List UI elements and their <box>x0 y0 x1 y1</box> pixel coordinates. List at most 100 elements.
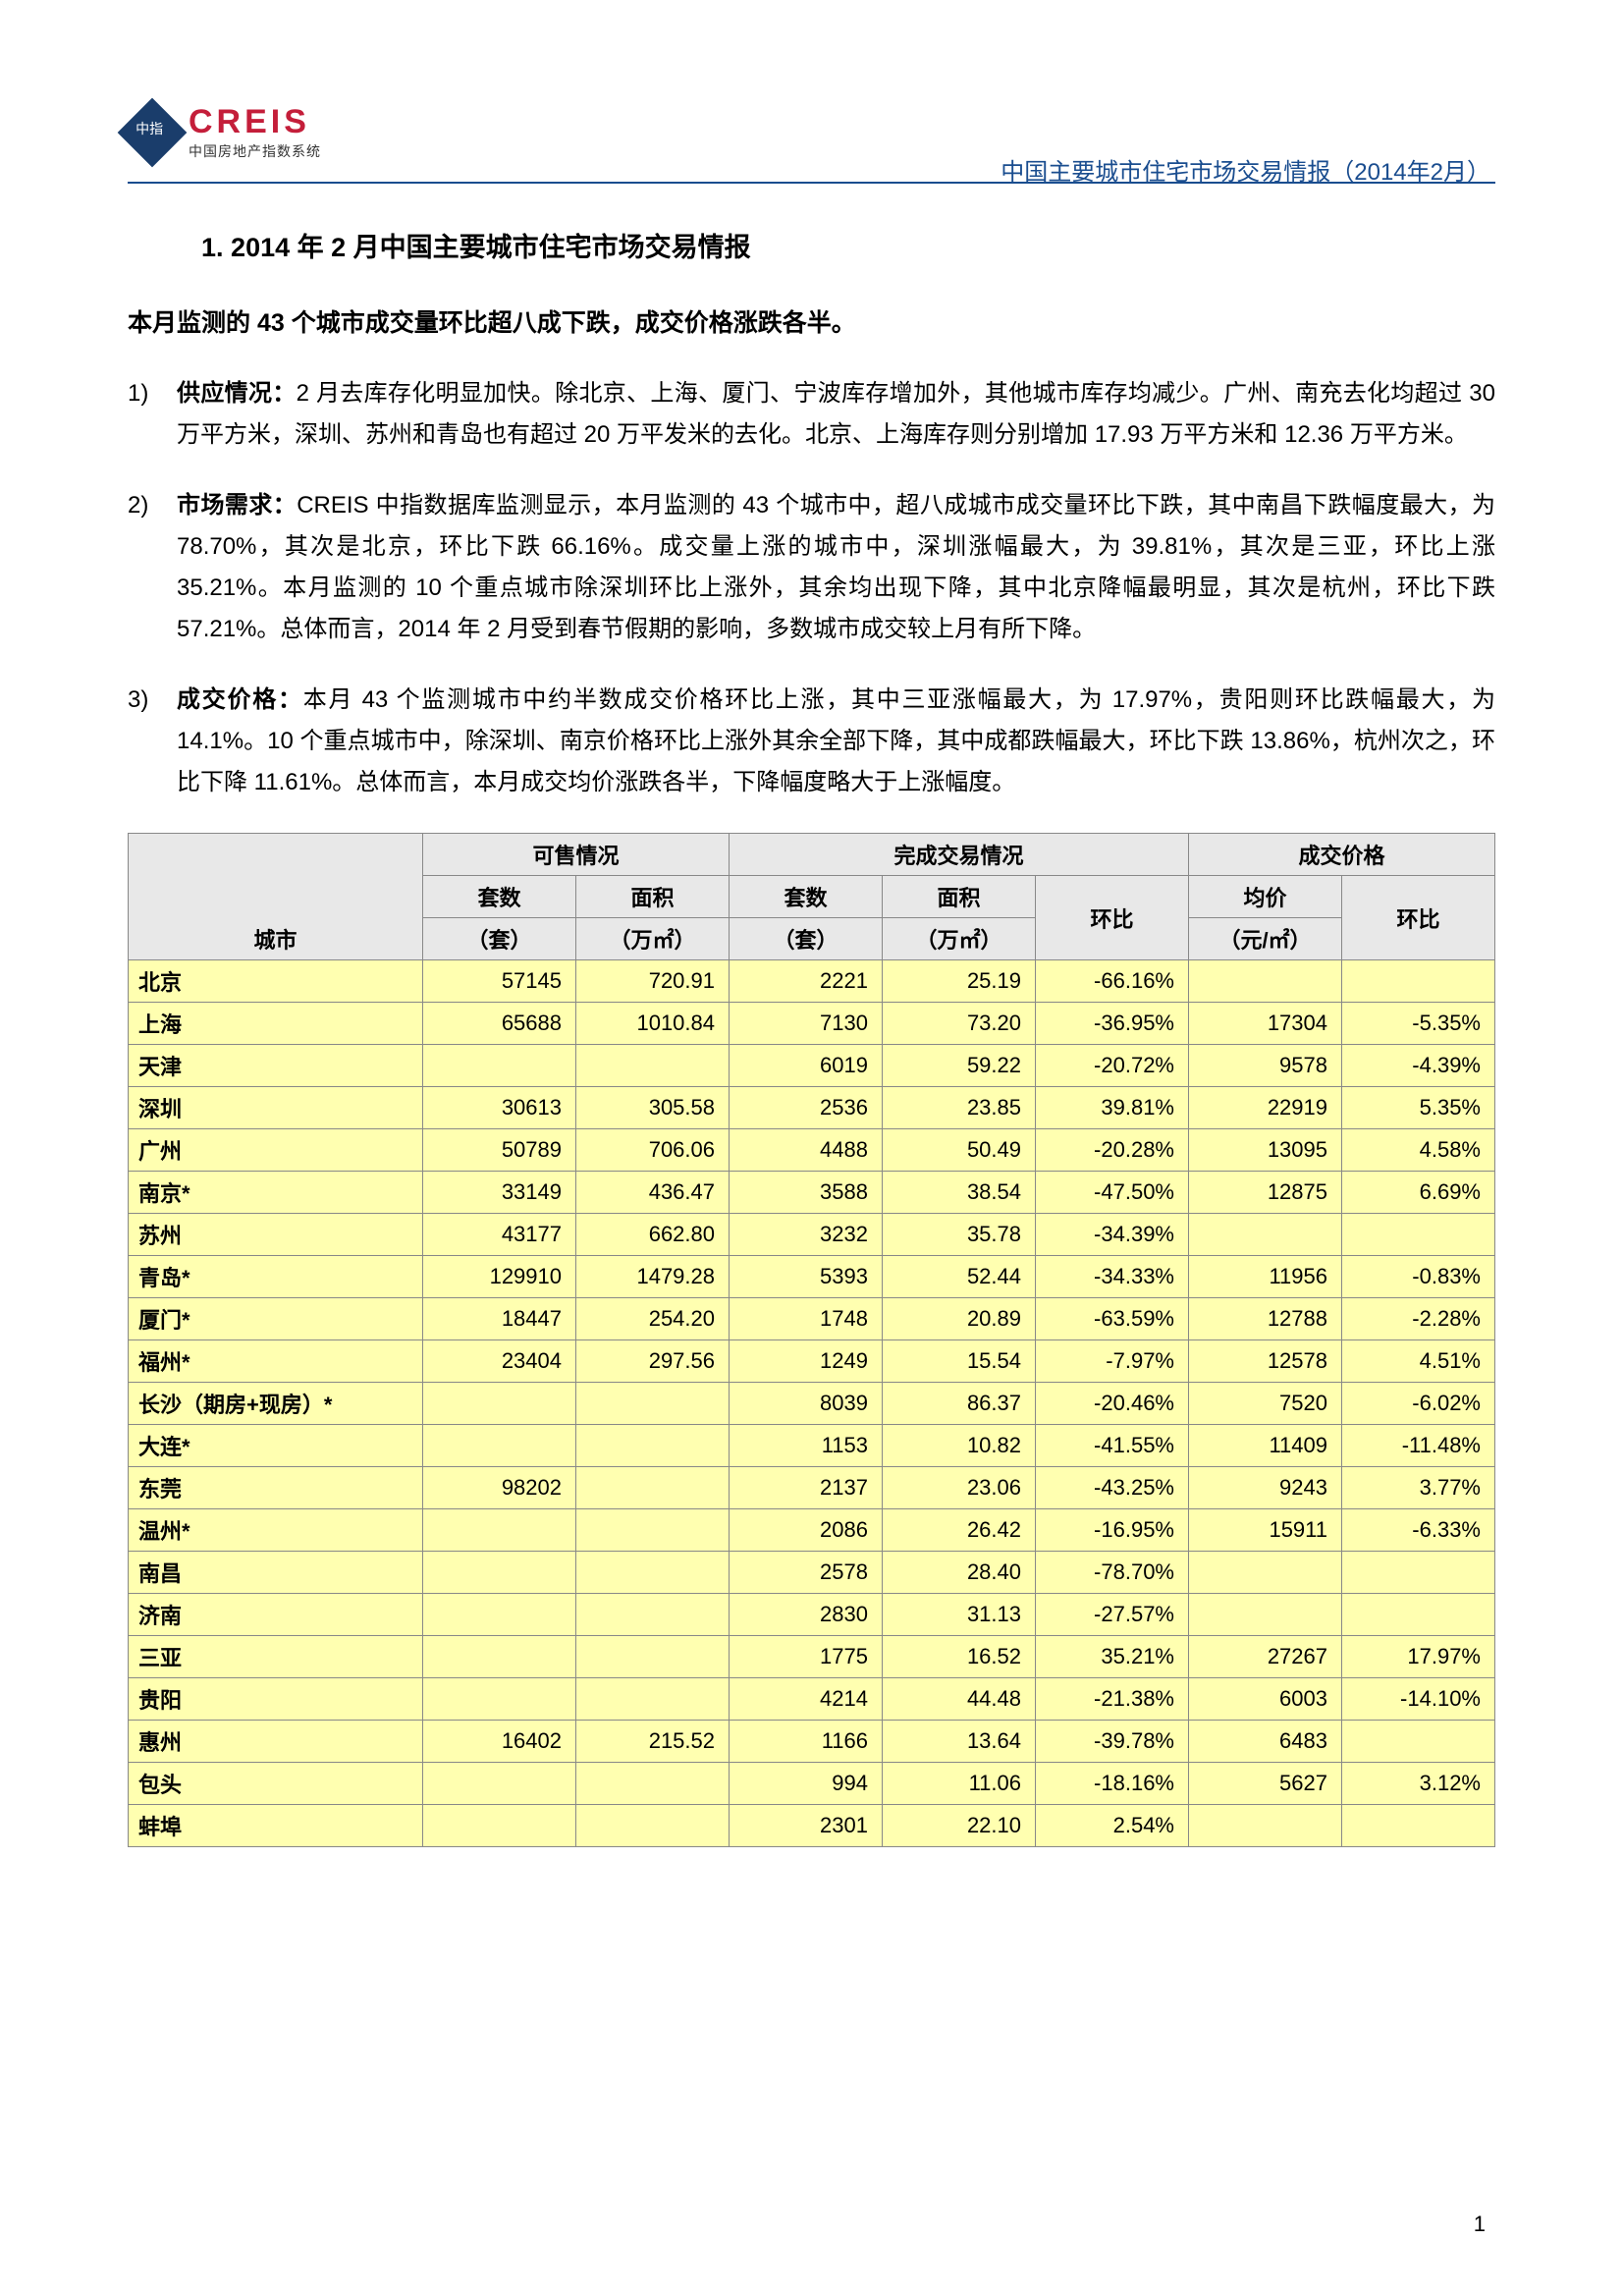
para-number: 1) <box>128 373 177 456</box>
cell-pm: 17.97% <box>1342 1636 1495 1678</box>
cell-city: 深圳 <box>129 1087 423 1129</box>
cell-ta: 25.19 <box>883 960 1036 1003</box>
table-row: 福州* 23404 297.56 1249 15.54 -7.97% 12578… <box>129 1340 1495 1383</box>
cell-su: 65688 <box>423 1003 576 1045</box>
cell-city: 惠州 <box>129 1721 423 1763</box>
cell-city: 温州* <box>129 1509 423 1552</box>
cell-tu: 2578 <box>730 1552 883 1594</box>
cell-su: 16402 <box>423 1721 576 1763</box>
th-u2: （套） <box>730 918 883 960</box>
cell-city: 三亚 <box>129 1636 423 1678</box>
cell-pm: -2.28% <box>1342 1298 1495 1340</box>
cell-ta: 15.54 <box>883 1340 1036 1383</box>
th-group-price: 成交价格 <box>1189 834 1495 876</box>
table-row: 包头 994 11.06 -18.16% 5627 3.12% <box>129 1763 1495 1805</box>
cell-tm: -20.28% <box>1036 1129 1189 1172</box>
cell-su: 43177 <box>423 1214 576 1256</box>
cell-pm: 4.58% <box>1342 1129 1495 1172</box>
th-city: 城市 <box>129 918 423 960</box>
cell-su <box>423 1805 576 1847</box>
th-a1: （万㎡） <box>576 918 730 960</box>
cell-su <box>423 1594 576 1636</box>
cell-p: 12788 <box>1189 1298 1342 1340</box>
cell-ta: 20.89 <box>883 1298 1036 1340</box>
cell-su <box>423 1383 576 1425</box>
table-row: 蚌埠 2301 22.10 2.54% <box>129 1805 1495 1847</box>
cell-tu: 2086 <box>730 1509 883 1552</box>
cell-city: 贵阳 <box>129 1678 423 1721</box>
paragraph-item: 1) 供应情况：2 月去库存化明显加快。除北京、上海、厦门、宁波库存增加外，其他… <box>128 373 1495 456</box>
cell-sa <box>576 1805 730 1847</box>
cell-sa <box>576 1509 730 1552</box>
cell-city: 福州* <box>129 1340 423 1383</box>
cell-city: 厦门* <box>129 1298 423 1340</box>
cell-city: 东莞 <box>129 1467 423 1509</box>
sub-heading: 本月监测的 43 个城市成交量环比超八成下跌，成交价格涨跌各半。 <box>128 303 1495 339</box>
cell-p <box>1189 1594 1342 1636</box>
cell-pm: 3.12% <box>1342 1763 1495 1805</box>
cell-su <box>423 1045 576 1087</box>
cell-ta: 16.52 <box>883 1636 1036 1678</box>
table-row: 南昌 2578 28.40 -78.70% <box>129 1552 1495 1594</box>
cell-tu: 8039 <box>730 1383 883 1425</box>
cell-su <box>423 1552 576 1594</box>
cell-sa: 436.47 <box>576 1172 730 1214</box>
cell-tm: -20.46% <box>1036 1383 1189 1425</box>
table-row: 南京* 33149 436.47 3588 38.54 -47.50% 1287… <box>129 1172 1495 1214</box>
cell-sa <box>576 1678 730 1721</box>
cell-sa: 254.20 <box>576 1298 730 1340</box>
table-row: 贵阳 4214 44.48 -21.38% 6003 -14.10% <box>129 1678 1495 1721</box>
cell-tu: 4488 <box>730 1129 883 1172</box>
cell-tu: 2536 <box>730 1087 883 1129</box>
cell-sa: 706.06 <box>576 1129 730 1172</box>
cell-tm: 35.21% <box>1036 1636 1189 1678</box>
cell-tm: -41.55% <box>1036 1425 1189 1467</box>
cell-tu: 1153 <box>730 1425 883 1467</box>
cell-tu: 5393 <box>730 1256 883 1298</box>
cell-su: 30613 <box>423 1087 576 1129</box>
cell-su: 50789 <box>423 1129 576 1172</box>
cell-ta: 73.20 <box>883 1003 1036 1045</box>
cell-sa <box>576 1594 730 1636</box>
cell-tm: -21.38% <box>1036 1678 1189 1721</box>
section-heading: 2014 年 2 月中国主要城市住宅市场交易情报 <box>231 233 751 262</box>
table-row: 苏州 43177 662.80 3232 35.78 -34.39% <box>129 1214 1495 1256</box>
section-title: 1. 2014 年 2 月中国主要城市住宅市场交易情报 <box>201 226 1495 264</box>
cell-pm <box>1342 1721 1495 1763</box>
cell-ta: 13.64 <box>883 1721 1036 1763</box>
cell-p: 9578 <box>1189 1045 1342 1087</box>
cell-ta: 22.10 <box>883 1805 1036 1847</box>
cell-city: 广州 <box>129 1129 423 1172</box>
cell-tm: 2.54% <box>1036 1805 1189 1847</box>
data-table: 可售情况 完成交易情况 成交价格 套数 面积 套数 面积 环比 均价 环比 城市… <box>128 833 1495 1847</box>
cell-tm: -34.39% <box>1036 1214 1189 1256</box>
cell-p: 22919 <box>1189 1087 1342 1129</box>
cell-tu: 2221 <box>730 960 883 1003</box>
cell-pm <box>1342 1594 1495 1636</box>
cell-sa <box>576 1552 730 1594</box>
cell-p: 17304 <box>1189 1003 1342 1045</box>
cell-p: 7520 <box>1189 1383 1342 1425</box>
th-group-trans: 完成交易情况 <box>730 834 1189 876</box>
cell-pm: 3.77% <box>1342 1467 1495 1509</box>
para-text: 供应情况：2 月去库存化明显加快。除北京、上海、厦门、宁波库存增加外，其他城市库… <box>177 373 1495 456</box>
page-number: 1 <box>1474 2212 1486 2237</box>
cell-ta: 38.54 <box>883 1172 1036 1214</box>
cell-tm: 39.81% <box>1036 1087 1189 1129</box>
cell-sa <box>576 1763 730 1805</box>
cell-sa <box>576 1383 730 1425</box>
cell-tu: 994 <box>730 1763 883 1805</box>
logo-subtitle: 中国房地产指数系统 <box>189 141 321 161</box>
cell-pm: -5.35% <box>1342 1003 1495 1045</box>
cell-sa <box>576 1467 730 1509</box>
logo: CREIS 中国房地产指数系统 <box>128 103 321 161</box>
cell-p: 11409 <box>1189 1425 1342 1467</box>
header-divider <box>128 182 1495 184</box>
cell-p <box>1189 1214 1342 1256</box>
th-area2: 面积 <box>883 876 1036 918</box>
cell-pm: -6.33% <box>1342 1509 1495 1552</box>
cell-ta: 26.42 <box>883 1509 1036 1552</box>
cell-tu: 1775 <box>730 1636 883 1678</box>
cell-sa: 720.91 <box>576 960 730 1003</box>
cell-pm: 4.51% <box>1342 1340 1495 1383</box>
